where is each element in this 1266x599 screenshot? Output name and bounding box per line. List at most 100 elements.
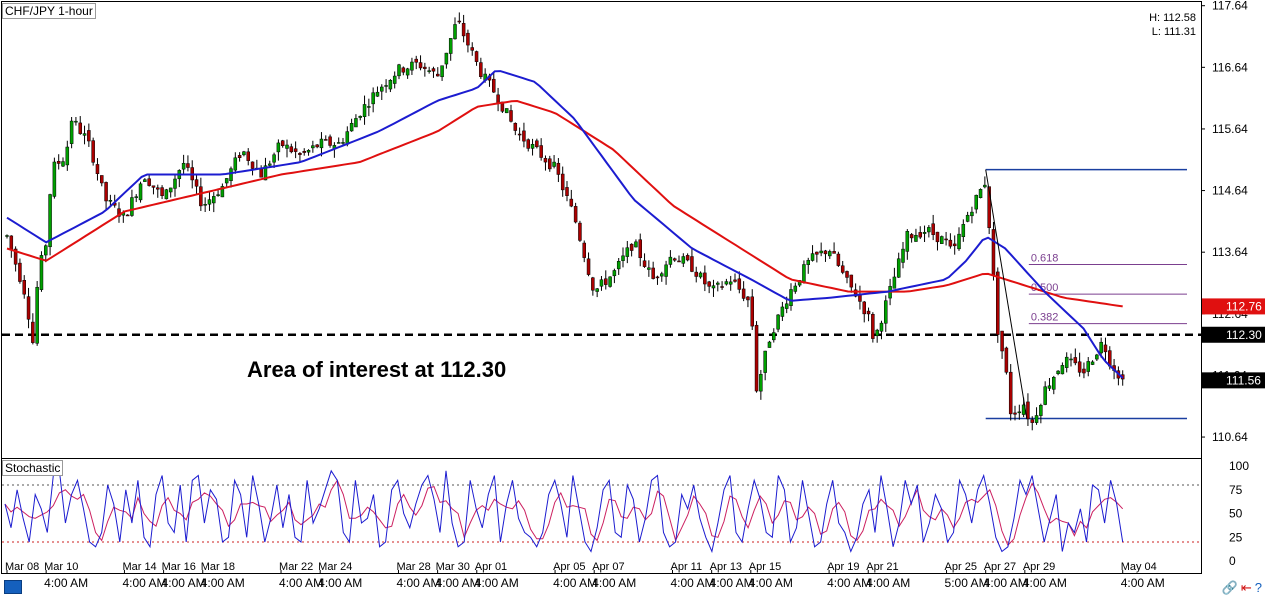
candle-bull [793,285,798,292]
candle-bear [569,198,574,207]
candle-bull [884,300,888,324]
candle-bear [991,229,996,276]
candle-bull [427,70,431,72]
candle-bear [237,155,242,158]
candle-bull [453,24,457,40]
candle-bear [539,145,543,158]
candle-bull [530,143,535,149]
candle-bull [74,120,78,123]
candle-bull [716,282,720,285]
price-tick-label: 117.64 [1212,0,1248,13]
candle-bear [78,122,82,134]
candle-bull [922,231,927,234]
candle-bear [517,133,522,136]
candle-bear [1013,412,1017,415]
candle-bear [315,144,319,148]
candle-bull [410,61,414,71]
candle-bear [18,262,22,282]
candle-bull [233,157,238,171]
candle-bear [918,232,922,238]
candle-bear [565,187,569,196]
price-tag-label: 111.56 [1226,373,1261,387]
candle-bear [293,148,298,152]
candle-bear [414,58,418,63]
time-tick-time: 4:00 AM [671,576,715,590]
candle-bear [746,296,750,301]
time-tick-time: 4:00 AM [827,576,871,590]
price-tag-box [1202,372,1265,389]
candle-bull [285,144,289,149]
candle-bear [750,296,754,327]
candle-bear [474,51,479,62]
candle-bull [1064,356,1069,368]
stochastic-tick-label: 25 [1229,530,1243,544]
candle-bull [879,322,884,332]
candle-bull [82,133,87,136]
chart-title: CHF/JPY 1-hour [2,3,96,19]
time-tick-date: Mar 28 [396,561,430,573]
candle-bull [1069,358,1073,361]
candle-bull [668,256,673,265]
price-tag-label: 112.30 [1226,328,1262,342]
stochastic-tick-label: 75 [1229,483,1243,497]
candle-bear [629,243,634,251]
candle-bear [638,239,642,259]
candle-bull [448,38,453,54]
time-tick-date: Mar 08 [5,561,39,573]
candle-bull [901,248,905,263]
candle-bear [737,278,742,290]
candle-bull [181,162,186,170]
link-icon[interactable]: 🔗 [1221,580,1238,595]
candle-bull [212,196,216,204]
candle-bear [1026,401,1030,420]
candle-bear [1077,361,1082,373]
candle-bear [492,78,496,93]
candle-bear [466,32,470,46]
time-tick-date: Apr 27 [984,561,1016,573]
time-tick-date: Apr 25 [945,561,977,573]
stochastic-tick-label: 0 [1229,554,1236,568]
candle-bull [306,150,311,153]
candle-bull [810,253,815,261]
candle-bull [242,151,246,156]
candle-bull [612,270,617,277]
candle-bear [948,239,953,247]
candle-bull [892,276,897,289]
candle-bull [875,329,879,337]
area-of-interest-label: Area of interest at 112.30 [247,357,507,382]
candlestick-series [5,12,1125,431]
candle-bear [655,276,660,279]
time-tick-date: Apr 29 [1023,561,1055,573]
time-tick-date: May 04 [1121,561,1157,573]
fib-level-label: 0.618 [1031,253,1059,265]
candle-bear [832,251,836,254]
candle-bear [436,73,440,77]
candle-bear [543,158,548,163]
candle-bull [905,231,910,252]
candle-bull [599,279,604,287]
candle-bull [767,341,772,348]
candle-bull [621,255,625,261]
candle-bull [1086,361,1090,372]
candle-bear [289,146,294,153]
candle-bull [224,178,229,184]
stochastic-tick-label: 50 [1229,507,1243,521]
time-tick-date: Apr 15 [749,561,781,573]
candle-bear [733,279,737,282]
time-axis: Mar 08 Mar 10 4:00 AM Mar 14 4:00 AM Mar 16 4:… [5,561,1165,590]
help-icon[interactable]: ? [1254,580,1262,595]
candle-bear [556,162,561,175]
time-tick-time: 4:00 AM [553,576,597,590]
candle-bear [840,265,845,273]
candle-bear [156,187,160,190]
candle-bear [1004,347,1009,373]
fib-level-label: 0.382 [1031,312,1059,324]
candle-bear [199,186,203,207]
candle-bear [591,277,595,291]
candle-bull [367,106,371,108]
candle-bull [776,314,780,330]
candle-bear [935,231,940,243]
menu-icon[interactable] [4,580,22,594]
candle-bear [250,161,255,169]
goto-icon[interactable]: ⇤ [1240,580,1252,595]
